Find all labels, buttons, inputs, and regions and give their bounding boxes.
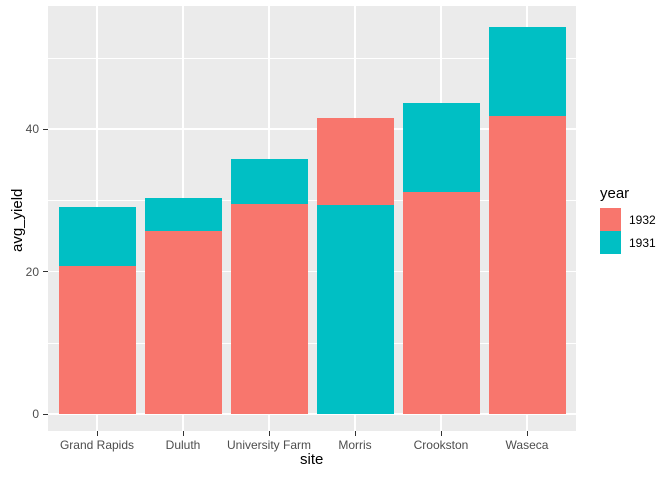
bar-1932-grand-rapids (58, 265, 136, 414)
x-tick-label: Grand Rapids (59, 438, 135, 452)
x-tick (526, 431, 528, 436)
x-tick-label: Duluth (165, 438, 201, 452)
x-tick (268, 431, 270, 436)
bar-1932-crookston (402, 191, 480, 414)
x-tick (96, 431, 98, 436)
legend-swatch-1931 (600, 231, 621, 254)
bar-1932-university-farm (230, 203, 308, 414)
y-axis-title: avg_yield (9, 188, 26, 252)
legend-entry-1932: 1932 (600, 208, 656, 231)
gridline-major (48, 128, 576, 130)
y-tick-label: 40 (25, 122, 39, 137)
plot-panel (48, 6, 576, 431)
bar-1931-morris (316, 205, 394, 414)
x-tick-label: University Farm (226, 438, 311, 452)
gridline-major (48, 413, 576, 415)
x-tick (354, 431, 356, 436)
x-axis-title: site (300, 451, 324, 468)
legend-label-1932: 1932 (629, 212, 656, 227)
y-tick-label: 20 (25, 264, 39, 279)
y-tick (43, 128, 48, 130)
bar-1932-duluth (144, 231, 222, 414)
gridline-minor (48, 58, 576, 59)
y-tick (43, 271, 48, 273)
x-tick-label: Crookston (413, 438, 469, 452)
legend-swatch-1932 (600, 208, 621, 231)
legend-label-1931: 1931 (629, 235, 656, 250)
x-tick-label: Morris (338, 438, 372, 452)
x-tick (440, 431, 442, 436)
y-tick-label: 0 (32, 407, 39, 421)
x-tick (182, 431, 184, 436)
y-tick (43, 413, 48, 415)
gridline-major (48, 270, 576, 273)
x-tick-label: Waseca (505, 438, 549, 452)
bar-1932-waseca (488, 115, 566, 414)
legend-entry-1931: 1931 (600, 231, 656, 254)
gridline-minor (48, 342, 576, 344)
legend: year 1932 1931 (600, 186, 656, 254)
gridline-minor (48, 200, 576, 202)
legend-title: year (600, 185, 630, 202)
